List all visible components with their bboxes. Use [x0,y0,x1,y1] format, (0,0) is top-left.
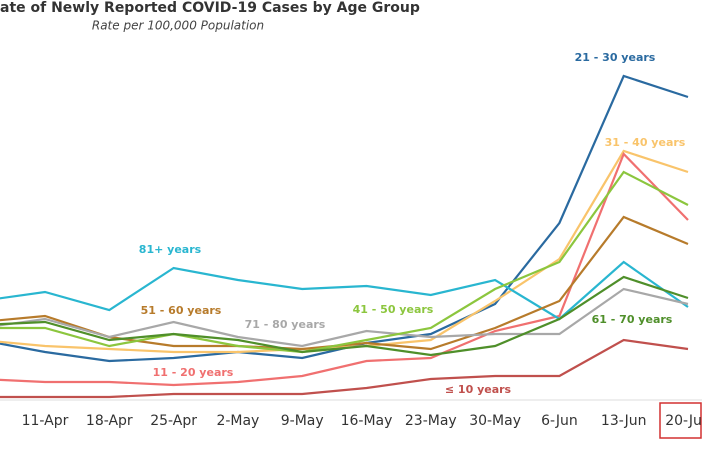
series-line [0,287,689,348]
x-tick-label: 11-Apr [22,413,69,429]
series-label: ≤ 10 years [445,383,512,396]
series-line [0,170,689,354]
highlight-box [659,402,702,439]
series-label: 81+ years [139,243,202,256]
series-line [0,215,689,351]
x-tick-label: 13-Jun [601,413,647,429]
series-line [0,74,689,363]
series-label: 11 - 20 years [153,366,234,379]
series-line [0,275,689,357]
x-tick-label: 20-Jun [665,413,702,429]
series-label: 41 - 50 years [353,303,434,316]
x-tick-label: 9-May [281,413,324,429]
series-line [0,152,689,387]
x-tick-label: 6-Jun [541,413,578,429]
x-tick-label: 18-Apr [86,413,133,429]
series-line [0,149,689,354]
series-label: 71 - 80 years [245,318,326,331]
chart-title: ate of Newly Reported COVID-19 Cases by … [0,0,420,16]
series-label: 31 - 40 years [605,136,686,149]
x-tick-label: 2-May [216,413,259,429]
x-tick-label: 25-Apr [150,413,197,429]
series-label: 61 - 70 years [592,313,673,326]
chart-subtitle: Rate per 100,000 Population [92,19,264,33]
series-line [0,260,689,321]
series-line [0,338,689,399]
series-label: 51 - 60 years [141,304,222,317]
x-tick-label: 16-May [341,413,393,429]
series-label: 21 - 30 years [575,51,656,64]
x-tick-label: 30-May [469,413,521,429]
x-tick-label: 23-May [405,413,457,429]
